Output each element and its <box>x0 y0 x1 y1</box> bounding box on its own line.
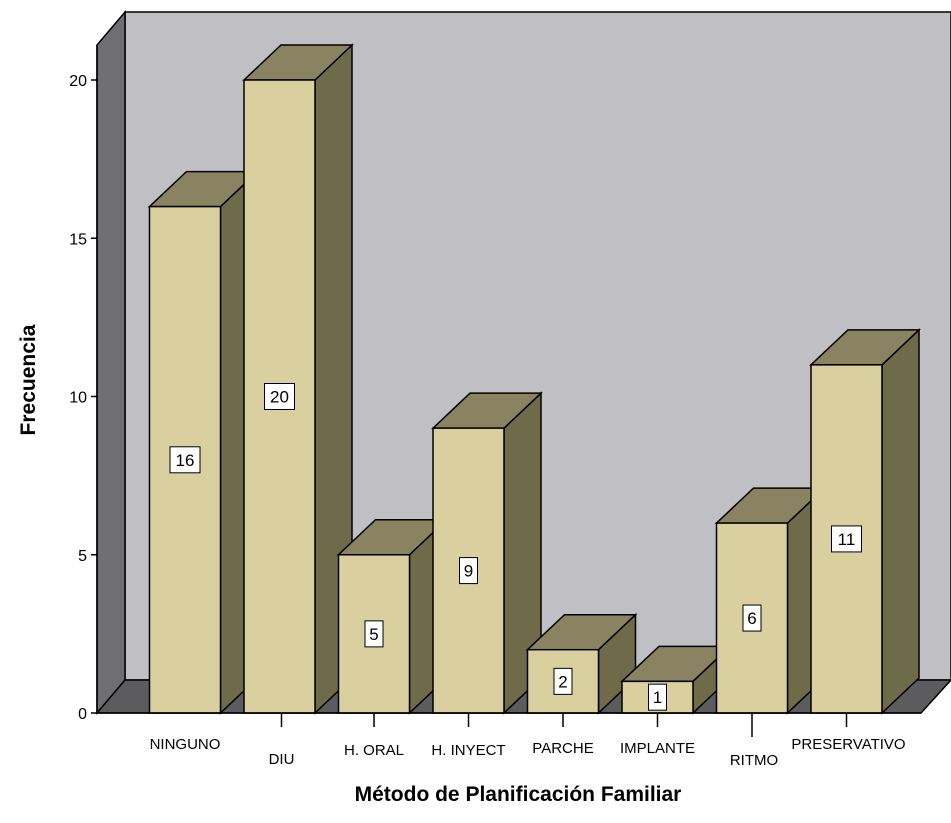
y-axis: 0 5 10 15 20 <box>69 45 98 723</box>
data-label: 16 <box>176 451 195 470</box>
x-category-label: RITMO <box>730 752 778 769</box>
data-label-box <box>169 446 201 474</box>
data-label: 6 <box>747 609 756 628</box>
data-label-box <box>264 383 295 410</box>
bar: 20 <box>242 43 354 715</box>
y-tick-label: 20 <box>69 73 87 90</box>
y-tick-label: 10 <box>69 390 87 407</box>
bar: 5 <box>336 518 449 715</box>
data-label-box <box>742 604 762 632</box>
data-label-box <box>831 525 862 553</box>
x-category-label: PARCHE <box>532 740 593 757</box>
bar: 1 <box>620 644 732 715</box>
y-tick-label: 15 <box>69 231 87 248</box>
y-axis-title: Frecuencia <box>17 324 40 435</box>
data-label: 1 <box>653 688 662 707</box>
data-label-box <box>648 683 667 711</box>
bar: 6 <box>714 486 827 715</box>
bar: 16 <box>147 169 260 715</box>
x-category-label: PRESERVATIVO <box>791 736 905 753</box>
data-label: 5 <box>369 625 378 644</box>
x-axis-title: Método de Planificación Familiar <box>355 783 682 806</box>
bar: 2 <box>525 612 638 715</box>
data-label: 2 <box>558 672 567 691</box>
data-label-box <box>364 620 384 648</box>
x-category-label: H. INYECT <box>431 742 505 759</box>
side-wall <box>96 9 126 716</box>
x-axis: NINGUNO DIU H. ORAL H. INYECT PARCHE IMPLANTE… <box>97 712 921 769</box>
x-category-label: DIU <box>269 751 295 768</box>
y-tick-label: 5 <box>78 548 87 565</box>
y-tick-label: 0 <box>78 706 87 723</box>
data-label: 20 <box>270 388 289 407</box>
data-label: 11 <box>838 530 856 549</box>
bar: 9 <box>431 391 543 715</box>
bar-side <box>881 328 920 715</box>
x-category-label: NINGUNO <box>150 736 221 753</box>
x-category-label: H. ORAL <box>344 742 404 759</box>
bar: 11 <box>809 328 921 715</box>
data-label-box <box>553 667 573 695</box>
data-label: 9 <box>464 562 473 581</box>
x-category-label: IMPLANTE <box>620 740 695 757</box>
data-label-box <box>459 557 478 585</box>
